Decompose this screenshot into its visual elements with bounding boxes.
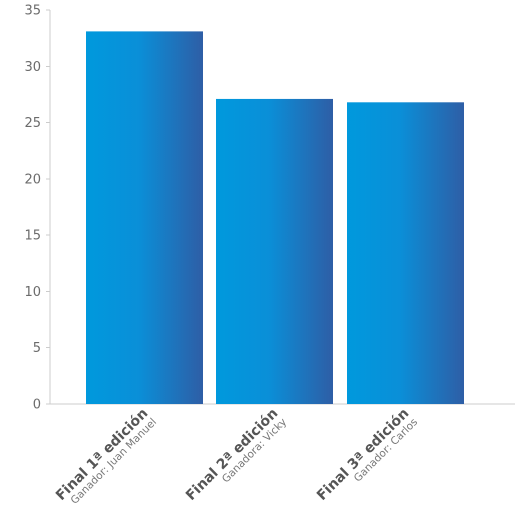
y-tick-label: 25 bbox=[24, 116, 41, 131]
y-tick-label: 0 bbox=[33, 398, 41, 413]
y-tick-label: 20 bbox=[24, 172, 41, 187]
y-tick-label: 10 bbox=[24, 285, 41, 300]
y-tick-label: 15 bbox=[24, 229, 41, 244]
y-tick-label: 30 bbox=[24, 60, 41, 75]
y-tick-label: 35 bbox=[24, 4, 41, 19]
bars-group bbox=[86, 31, 464, 405]
category-subtitle: Ganador: Juan Manuel bbox=[69, 416, 160, 507]
bar bbox=[86, 31, 203, 404]
category-title: Final 3ª edición bbox=[314, 406, 412, 504]
y-axis: 0 5 10 15 20 25 30 35 bbox=[24, 4, 51, 413]
category-title: Final 1ª edición bbox=[53, 406, 151, 504]
bar bbox=[216, 98, 333, 404]
bar bbox=[347, 102, 464, 405]
category-title: Final 2ª edición bbox=[183, 406, 281, 504]
y-tick-label: 5 bbox=[33, 341, 41, 356]
